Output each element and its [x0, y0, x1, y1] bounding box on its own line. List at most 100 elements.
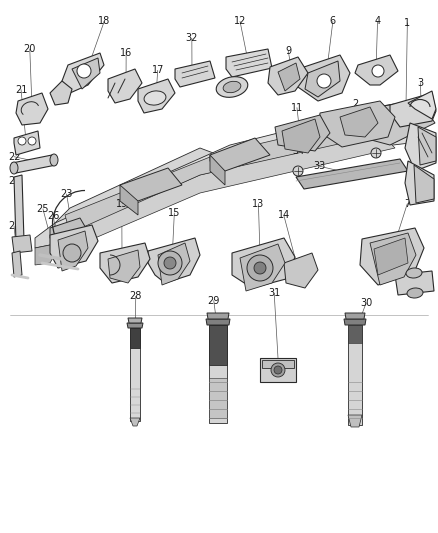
Text: 6: 6: [330, 17, 336, 26]
Circle shape: [271, 363, 285, 377]
Polygon shape: [130, 418, 140, 426]
Polygon shape: [16, 93, 48, 125]
Polygon shape: [12, 155, 56, 173]
Polygon shape: [50, 81, 72, 105]
Polygon shape: [345, 313, 365, 319]
Text: 8: 8: [404, 240, 410, 250]
Circle shape: [371, 148, 381, 158]
Text: 15: 15: [168, 208, 180, 218]
Text: 17: 17: [152, 66, 164, 75]
Polygon shape: [14, 131, 40, 155]
Ellipse shape: [223, 82, 241, 93]
Polygon shape: [360, 228, 424, 285]
Polygon shape: [374, 238, 408, 275]
Polygon shape: [305, 61, 340, 97]
Polygon shape: [209, 325, 227, 423]
Polygon shape: [284, 253, 318, 288]
Text: 1: 1: [404, 18, 410, 28]
Polygon shape: [55, 133, 395, 253]
Ellipse shape: [216, 77, 248, 98]
Polygon shape: [130, 328, 140, 348]
Polygon shape: [355, 55, 398, 85]
Polygon shape: [207, 313, 229, 319]
Polygon shape: [62, 53, 104, 93]
Polygon shape: [275, 115, 330, 151]
Ellipse shape: [10, 162, 18, 174]
Text: 16: 16: [120, 49, 132, 58]
Polygon shape: [226, 49, 272, 77]
Polygon shape: [148, 238, 200, 283]
Circle shape: [158, 251, 182, 275]
Text: 14: 14: [278, 211, 290, 220]
Polygon shape: [120, 185, 138, 215]
Polygon shape: [128, 318, 142, 323]
Circle shape: [63, 244, 81, 262]
Text: 13: 13: [252, 199, 265, 208]
Polygon shape: [330, 103, 420, 139]
Polygon shape: [100, 243, 150, 283]
Polygon shape: [210, 155, 225, 185]
Circle shape: [254, 262, 266, 274]
Polygon shape: [348, 325, 362, 425]
Polygon shape: [348, 415, 362, 427]
Polygon shape: [210, 138, 270, 171]
Circle shape: [293, 166, 303, 176]
Text: 2: 2: [353, 100, 359, 109]
Polygon shape: [55, 105, 420, 238]
Polygon shape: [14, 175, 24, 243]
Text: 20: 20: [24, 44, 36, 54]
Circle shape: [247, 255, 273, 281]
Text: 27: 27: [8, 221, 20, 231]
Text: 33: 33: [314, 161, 326, 171]
Polygon shape: [278, 63, 300, 91]
Circle shape: [317, 74, 331, 88]
Text: 10: 10: [234, 68, 246, 77]
Polygon shape: [232, 238, 295, 288]
Polygon shape: [318, 101, 395, 147]
Polygon shape: [50, 225, 98, 268]
Polygon shape: [120, 168, 182, 201]
Polygon shape: [340, 107, 378, 137]
Text: 19: 19: [116, 199, 128, 208]
Polygon shape: [268, 57, 308, 95]
Polygon shape: [35, 228, 70, 265]
Text: 12: 12: [234, 17, 246, 26]
Polygon shape: [262, 360, 294, 368]
Polygon shape: [209, 378, 227, 418]
Polygon shape: [260, 358, 296, 382]
Polygon shape: [12, 251, 22, 277]
Polygon shape: [390, 93, 436, 127]
Polygon shape: [405, 123, 436, 171]
Text: 21: 21: [15, 85, 27, 94]
Polygon shape: [58, 231, 88, 271]
Text: 24: 24: [8, 176, 20, 186]
Circle shape: [77, 64, 91, 78]
Polygon shape: [408, 91, 436, 119]
Text: 26: 26: [47, 212, 60, 221]
Text: 18: 18: [98, 17, 110, 26]
Text: 34: 34: [360, 128, 372, 138]
Text: 30: 30: [360, 298, 372, 308]
Polygon shape: [130, 328, 140, 421]
Polygon shape: [138, 79, 175, 113]
Polygon shape: [414, 165, 434, 203]
Polygon shape: [108, 69, 142, 103]
Polygon shape: [209, 325, 227, 365]
Polygon shape: [344, 319, 366, 325]
Text: 28: 28: [130, 292, 142, 301]
Text: 34: 34: [293, 147, 305, 156]
Text: 3: 3: [417, 78, 424, 87]
Text: 31: 31: [268, 288, 280, 298]
Ellipse shape: [406, 268, 422, 278]
Polygon shape: [395, 271, 434, 295]
Polygon shape: [65, 113, 410, 233]
Text: 9: 9: [285, 46, 291, 55]
Text: 32: 32: [186, 34, 198, 43]
Ellipse shape: [50, 154, 58, 166]
Circle shape: [18, 137, 26, 145]
Text: 23: 23: [60, 189, 73, 199]
Polygon shape: [50, 218, 90, 248]
Ellipse shape: [144, 91, 166, 105]
Polygon shape: [175, 61, 215, 87]
Text: 29: 29: [208, 296, 220, 305]
